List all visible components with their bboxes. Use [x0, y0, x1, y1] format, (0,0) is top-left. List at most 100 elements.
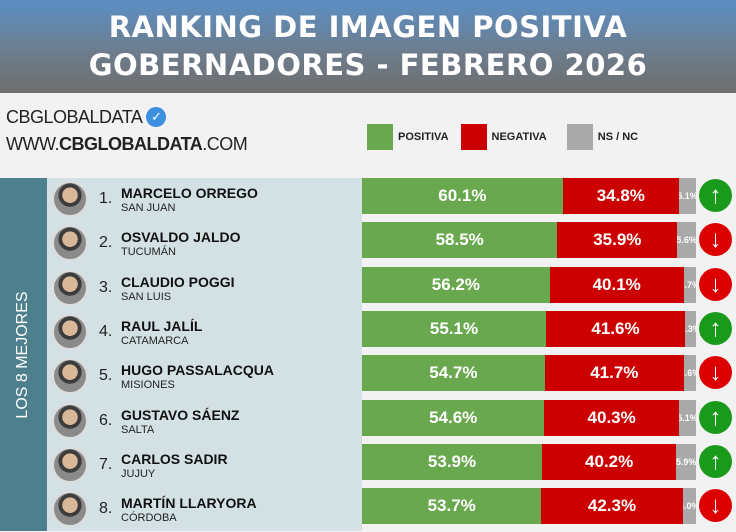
bar-negativa: 40.3%	[544, 399, 679, 436]
value-label: 5.1%	[678, 191, 696, 201]
arrow-down-icon: ↓	[699, 223, 732, 257]
legend-swatch-positiva	[367, 124, 393, 150]
arrow-up-icon: ↑	[699, 311, 732, 345]
avatar	[52, 269, 88, 306]
bar-negativa: 40.2%	[542, 443, 677, 480]
title-banner: RANKING DE IMAGEN POSITIVA GOBERNADORES …	[0, 0, 736, 93]
value-label: 42.3%	[587, 496, 637, 516]
arrow-down-icon: ↓	[699, 489, 732, 523]
province: SAN LUIS	[121, 290, 172, 303]
avatar	[52, 225, 88, 262]
bar-nsnc: 5.6%	[677, 222, 696, 259]
legend-label: NS / NC	[597, 131, 639, 143]
names-panel	[47, 178, 362, 531]
avatar	[52, 358, 88, 395]
bar-negativa: 35.9%	[557, 222, 678, 259]
governor-name: OSVALDO JALDO	[121, 229, 241, 246]
bar-positiva: 58.5%	[362, 222, 558, 259]
brand-url: WWW.CBGLOBALDATA.COM	[6, 134, 248, 154]
governor-name: MARCELO ORREGO	[121, 185, 258, 201]
bar-positiva: 60.1%	[362, 178, 563, 214]
value-label: 54.7%	[429, 363, 478, 383]
value-label: 58.5%	[435, 230, 484, 250]
table-row: 4. RAUL JALÍL CATAMARCA 55.1% 41.6% 3.3%…	[47, 310, 736, 355]
bar-nsnc: 5.1%	[678, 399, 696, 436]
value-label: 60.1%	[438, 186, 487, 205]
bar-negativa: 41.7%	[544, 355, 684, 392]
side-band	[0, 178, 47, 531]
value-label: 53.7%	[427, 496, 476, 516]
value-label: 40.2%	[585, 451, 634, 471]
bar-positiva: 54.6%	[362, 399, 545, 436]
value-label: 53.9%	[427, 451, 477, 471]
rank: 5.	[99, 367, 113, 385]
value-label: 54.6%	[429, 407, 478, 427]
province: CATAMARCA	[121, 334, 189, 347]
rank: 6.	[99, 411, 113, 429]
bar-positiva: 56.2%	[362, 266, 550, 303]
stacked-bar: 58.5% 35.9% 5.6%	[362, 222, 696, 259]
legend-swatch-nsnc	[566, 124, 593, 150]
value-label: 3.7%	[684, 279, 696, 290]
table-row: 2. OSVALDO JALDO TUCUMÁN 58.5% 35.9% 5.6…	[47, 222, 736, 266]
province: SAN JUAN	[121, 202, 176, 214]
bar-nsnc: 4.0%	[682, 488, 696, 525]
value-label: 41.6%	[591, 318, 640, 338]
legend: POSITIVA NEGATIVA NS / NC	[367, 124, 650, 150]
bar-nsnc: 3.7%	[683, 266, 696, 303]
legend-label: POSITIVA	[398, 131, 449, 143]
legend-swatch-negativa	[460, 124, 487, 150]
bar-negativa: 34.8%	[562, 178, 679, 214]
governor-name: RAUL JALÍL	[121, 317, 203, 334]
rank: 8.	[99, 500, 113, 518]
governor-name: CARLOS SADIR	[121, 450, 228, 467]
arrow-down-icon: ↓	[699, 267, 732, 301]
province: SALTA	[121, 423, 155, 436]
province: MISIONES	[121, 379, 175, 392]
side-label: LOS 8 MEJORES	[14, 291, 31, 419]
stacked-bar: 55.1% 41.6% 3.3%	[362, 310, 696, 347]
rank: 1.	[99, 190, 113, 207]
bar-negativa: 41.6%	[546, 310, 685, 347]
value-label: 35.9%	[593, 230, 642, 250]
value-label: 55.1%	[429, 318, 479, 338]
table-row: 1. MARCELO ORREGO SAN JUAN 60.1% 34.8% 5…	[47, 178, 736, 222]
province: TUCUMÁN	[121, 246, 176, 259]
table-row: 5. HUGO PASSALACQUA MISIONES 54.7% 41.7%…	[47, 355, 736, 399]
bar-positiva: 54.7%	[362, 355, 545, 392]
table-row: 3. CLAUDIO POGGI SAN LUIS 56.2% 40.1% 3.…	[47, 266, 736, 311]
value-label: 5.9%	[676, 456, 696, 467]
avatar	[52, 446, 88, 483]
legend-label: NEGATIVA	[491, 131, 547, 143]
value-label: 40.3%	[587, 407, 636, 427]
rank: 4.	[99, 322, 113, 340]
value-label: 40.1%	[592, 274, 641, 294]
avatar	[52, 491, 88, 528]
province: CÓRDOBA	[121, 512, 177, 525]
value-label: 34.8%	[596, 186, 645, 205]
province: JUJUY	[121, 467, 156, 480]
bar-negativa: 40.1%	[549, 266, 684, 303]
stacked-bar: 53.7% 42.3% 4.0%	[362, 488, 696, 525]
title-line-1: RANKING DE IMAGEN POSITIVA	[108, 10, 628, 44]
governor-name: MARTÍN LLARYORA	[121, 495, 257, 512]
brand-name: CBGLOBALDATA ✓	[6, 107, 167, 128]
bar-nsnc: 3.6%	[683, 355, 696, 392]
value-label: 56.2%	[431, 274, 480, 294]
table-row: 8. MARTÍN LLARYORA CÓRDOBA 53.7% 42.3% 4…	[47, 488, 736, 532]
bar-nsnc: 5.1%	[678, 178, 696, 214]
rank: 3.	[99, 278, 113, 296]
governor-name: GUSTAVO SÁENZ	[121, 406, 240, 423]
arrow-down-icon: ↓	[699, 356, 732, 390]
arrow-up-icon: ↑	[699, 444, 732, 478]
arrow-up-icon: ↑	[699, 400, 732, 434]
value-label: 5.1%	[678, 412, 696, 423]
stacked-bar: 54.6% 40.3% 5.1%	[362, 399, 696, 436]
stacked-bar: 54.7% 41.7% 3.6%	[362, 355, 696, 392]
avatar	[52, 402, 88, 439]
stacked-bar: 56.2% 40.1% 3.7%	[362, 266, 696, 303]
bar-positiva: 53.7%	[362, 488, 542, 525]
bar-nsnc: 3.3%	[684, 310, 696, 347]
bar-negativa: 42.3%	[541, 488, 683, 525]
title-line-2: GOBERNADORES - FEBRERO 2026	[88, 48, 648, 82]
